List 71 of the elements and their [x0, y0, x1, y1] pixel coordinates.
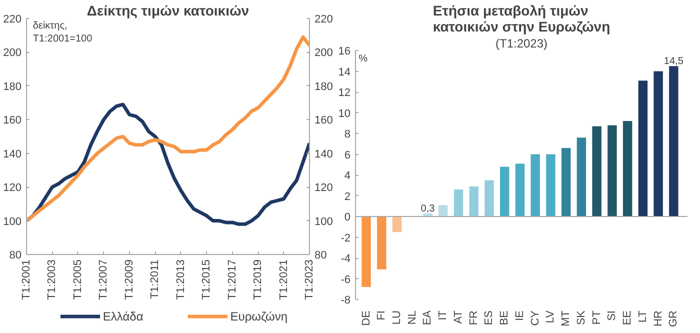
y-tick-label: 140	[3, 148, 22, 160]
y-tick-label: -6	[340, 274, 350, 286]
x-tick-label: BE	[498, 310, 511, 326]
x-tick-label: GR	[668, 310, 680, 327]
x-tick-label: SI	[606, 310, 618, 321]
x-tick-label: T1:2003	[46, 259, 58, 300]
x-tick-label: EA	[422, 310, 434, 326]
x-tick-label: T1:2009	[123, 259, 136, 300]
x-tick-label: SK	[575, 310, 588, 326]
x-tick-label: T1:2005	[72, 259, 84, 300]
x-tick-label: EE	[622, 310, 634, 326]
x-tick-label: T1:2013	[174, 259, 187, 300]
y-tick-label: 180	[3, 80, 22, 93]
x-tick-label: IT	[437, 310, 450, 320]
x-tick-label: NL	[406, 310, 418, 325]
x-tick-label: T1:2015	[200, 259, 213, 300]
x-tick-label: T1:2023	[304, 259, 316, 300]
chart-title: Δείκτης τιμών κατοικιών	[86, 2, 250, 18]
y-tick-label: 200	[3, 47, 22, 60]
x-tick-label: T1:2021	[278, 259, 290, 300]
y2-tick-label: 200	[314, 47, 333, 60]
y2-tick-label: 160	[314, 114, 333, 127]
y-tick-label: 2	[344, 190, 351, 203]
legend-label: Ελλάδα	[102, 310, 144, 324]
y-tick-label: 100	[3, 216, 22, 228]
x-tick-label: IE	[514, 310, 526, 321]
annotation: δείκτης, T1:2001=100	[32, 20, 93, 45]
chart-subtitle: (T1:2023)	[495, 36, 548, 50]
x-tick-label: LV	[544, 310, 557, 324]
x-tick-label: ES	[483, 310, 496, 326]
x-tick-label: T1:2017	[226, 259, 238, 300]
y-tick-label: 0	[344, 212, 351, 224]
x-tick-label: PT	[590, 310, 603, 325]
y2-tick-label: 220	[314, 14, 333, 26]
y-tick-label: 160	[3, 114, 22, 127]
y-tick-label: 120	[3, 182, 22, 194]
x-tick-label: LU	[391, 310, 403, 325]
x-tick-label: MT	[560, 310, 572, 326]
y2-tick-label: 80	[314, 250, 327, 262]
y-tick-label: 80	[9, 250, 22, 262]
y2-tick-label: 180	[314, 80, 333, 93]
y-tick-label: 16	[338, 46, 351, 58]
y-tick-label: 12	[338, 87, 351, 99]
y-tick-label: 14	[338, 66, 351, 78]
y2-tick-label: 120	[314, 182, 333, 194]
x-tick-label: LT	[636, 310, 649, 323]
x-tick-label: CY	[529, 310, 542, 326]
data-label: 14,5	[664, 56, 684, 68]
y-tick-label: -4	[340, 253, 350, 265]
legend-label: Ευρωζώνη	[230, 310, 288, 324]
y-axis-title: %	[358, 54, 368, 64]
data-label: 0,3	[420, 203, 436, 214]
x-tick-label: FR	[468, 310, 480, 326]
y-tick-label: 4	[344, 170, 351, 182]
x-tick-label: T1:2011	[149, 259, 162, 300]
y-tick-label: 220	[3, 14, 22, 26]
y2-tick-label: 140	[314, 148, 333, 160]
chart-title: Ετήσια μεταβολή τιμών κατοικιών στην Ευρωζώνη	[432, 2, 610, 34]
y-tick-label: 8	[344, 128, 351, 140]
y-tick-label: 10	[338, 108, 351, 120]
x-tick-label: HR	[652, 310, 664, 326]
x-tick-label: T1:2001	[20, 259, 32, 300]
x-tick-label: DE	[360, 310, 372, 326]
x-tick-label: AT	[452, 310, 464, 324]
x-tick-label: T1:2007	[98, 259, 110, 300]
y-tick-label: 6	[344, 149, 351, 162]
y-tick-label: -8	[340, 294, 350, 306]
x-tick-label: FI	[376, 310, 388, 320]
x-tick-label: T1:2019	[252, 259, 264, 300]
y-tick-label: -2	[340, 232, 350, 244]
y2-tick-label: 100	[314, 216, 333, 228]
